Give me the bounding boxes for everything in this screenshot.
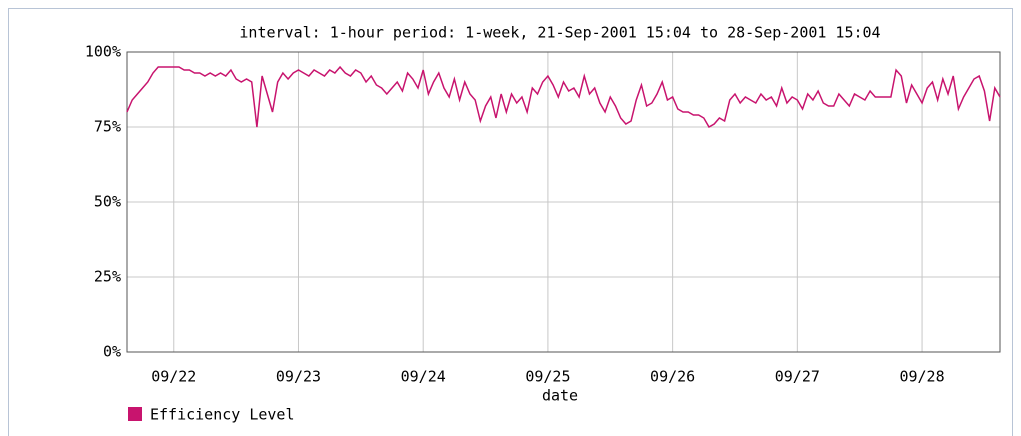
y-tick-label: 25%: [94, 268, 121, 286]
series-line: [126, 65, 1001, 129]
x-axis-label: date: [542, 387, 578, 405]
x-tick-label: 09/25: [525, 368, 570, 386]
y-tick-label: 75%: [94, 118, 121, 136]
legend-label: Efficiency Level: [150, 406, 295, 424]
y-tick-label: 0%: [103, 343, 121, 361]
x-tick-label: 09/24: [401, 368, 446, 386]
y-tick-label: 100%: [85, 43, 121, 61]
chart-title: interval: 1-hour period: 1-week, 21-Sep-…: [239, 24, 880, 42]
x-tick-label: 09/26: [650, 368, 695, 386]
x-tick-label: 09/22: [151, 368, 196, 386]
x-tick-label: 09/27: [775, 368, 820, 386]
x-tick-label: 09/28: [899, 368, 944, 386]
plot-border: [126, 51, 1001, 353]
x-tick-label: 09/23: [276, 368, 321, 386]
y-tick-label: 50%: [94, 193, 121, 211]
legend-swatch: [128, 407, 142, 421]
